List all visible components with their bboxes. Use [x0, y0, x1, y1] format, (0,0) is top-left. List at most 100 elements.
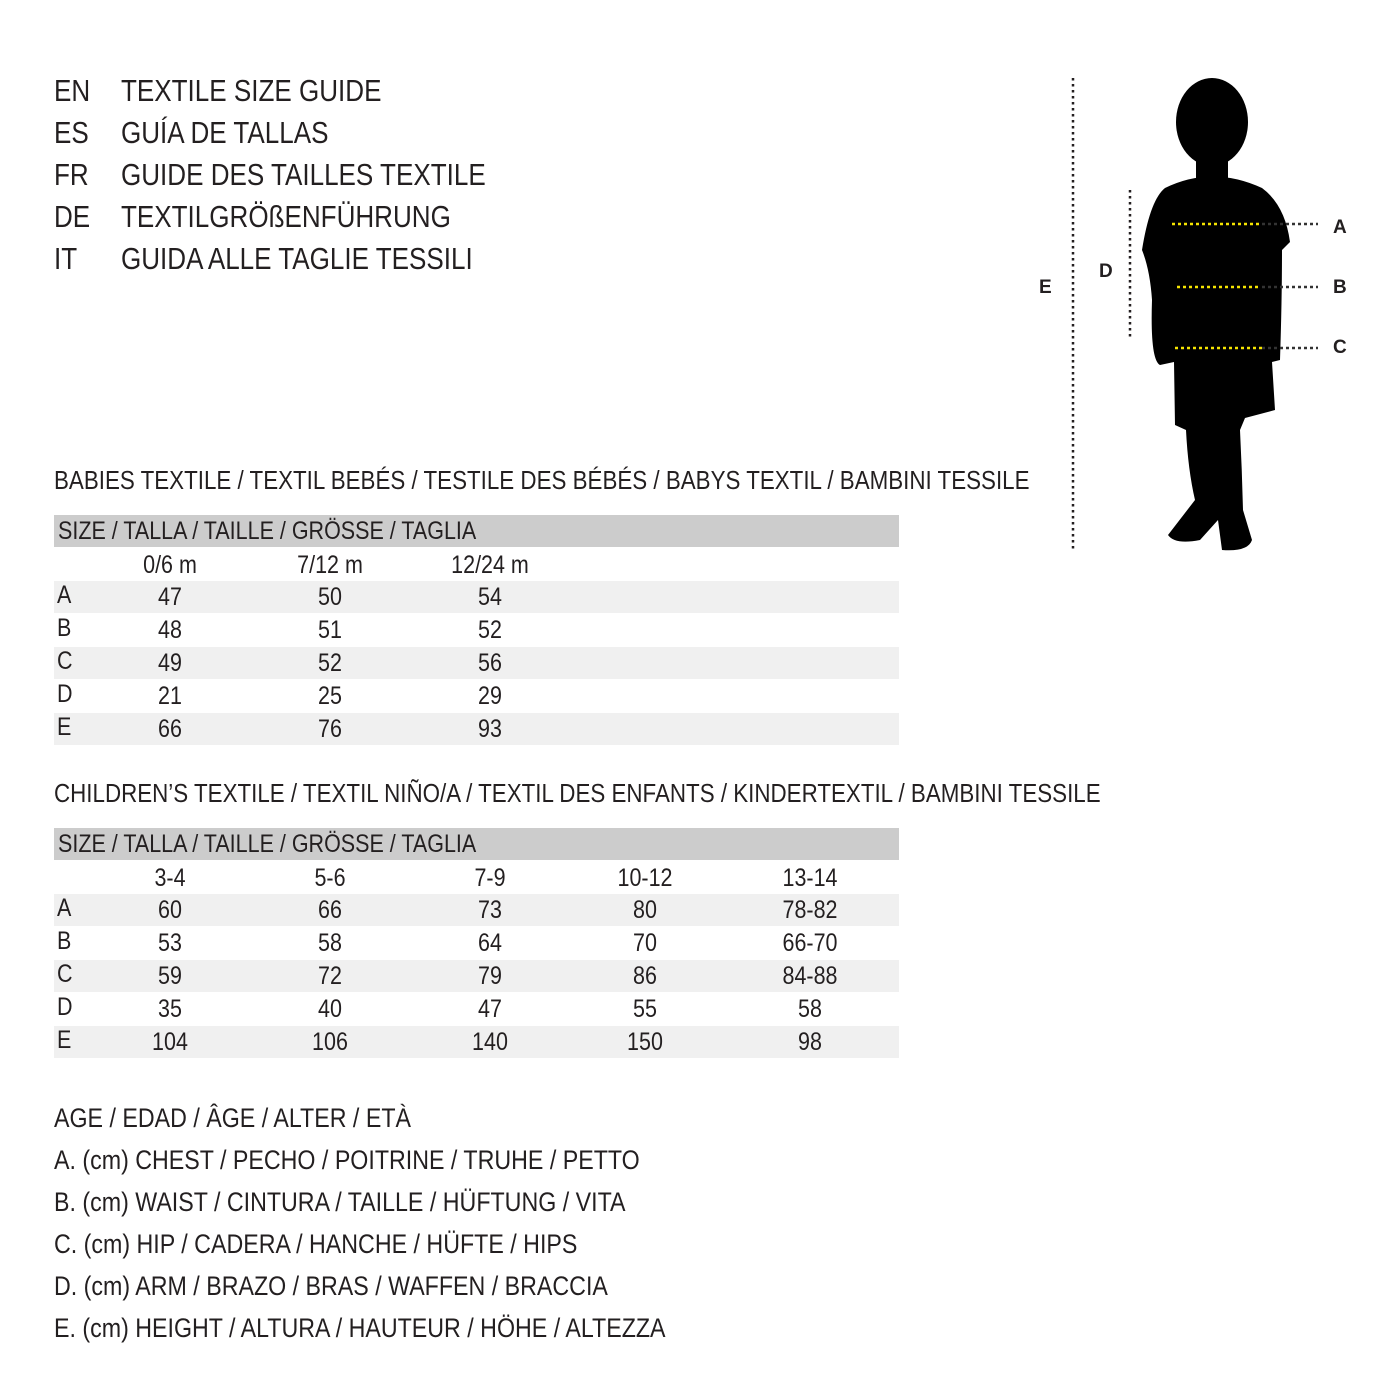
guide-title: GUIDE DES TAILLES TEXTILE	[121, 157, 486, 192]
legend-item: A. (cm) CHEST / PECHO / POITRINE / TRUHE…	[54, 1145, 640, 1175]
table-row: D 35 40 47 55 58	[54, 993, 899, 1025]
table-cell: 150	[627, 1028, 663, 1056]
table-cell: 55	[633, 995, 657, 1023]
table-row: B 48 51 52	[54, 614, 899, 646]
guide-title: TEXTILE SIZE GUIDE	[121, 73, 382, 108]
row-label: E	[57, 1026, 72, 1054]
row-label: B	[57, 927, 72, 955]
label-d: D	[1099, 261, 1113, 282]
table-row: C 49 52 56	[54, 647, 899, 679]
row-label: C	[57, 960, 73, 988]
table-cell: 66	[158, 715, 182, 743]
label-c: C	[1333, 337, 1347, 358]
label-e: E	[1039, 277, 1052, 298]
table-row: D 21 25 29	[54, 680, 899, 712]
row-label: A	[57, 581, 72, 609]
guide-title: GUIDA ALLE TAGLIE TESSILI	[121, 241, 473, 276]
row-label: B	[57, 614, 72, 642]
table-cell: 76	[318, 715, 342, 743]
column-header: 10-12	[617, 864, 673, 892]
row-label: A	[57, 894, 72, 922]
column-header: 7-9	[474, 864, 506, 892]
table-cell: 78-82	[782, 896, 838, 924]
table-cell: 47	[478, 995, 502, 1023]
column-header: 13-14	[782, 864, 838, 892]
table-cell: 58	[318, 929, 342, 957]
size-header-label: SIZE / TALLA / TAILLE / GRÖSSE / TAGLIA	[58, 517, 477, 545]
table-cell: 53	[158, 929, 182, 957]
column-header-row: 3-4 5-6 7-9 10-12 13-14	[54, 862, 899, 894]
table-cell: 51	[318, 616, 342, 644]
table-cell: 58	[798, 995, 822, 1023]
children-title: CHILDREN’S TEXTILE / TEXTIL NIÑO/A / TEX…	[54, 778, 1101, 808]
row-label: E	[57, 713, 72, 741]
table-cell: 79	[478, 962, 502, 990]
table-cell: 60	[158, 896, 182, 924]
table-cell: 40	[318, 995, 342, 1023]
table-cell: 21	[158, 682, 182, 710]
table-cell: 54	[478, 583, 502, 611]
language-code: FR	[54, 157, 89, 192]
table-cell: 140	[472, 1028, 508, 1056]
legend-item: C. (cm) HIP / CADERA / HANCHE / HÜFTE / …	[54, 1229, 578, 1259]
table-cell: 29	[478, 682, 502, 710]
table-cell: 66-70	[782, 929, 838, 957]
legend-item: E. (cm) HEIGHT / ALTURA / HAUTEUR / HÖHE…	[54, 1313, 666, 1343]
row-label: D	[57, 680, 73, 708]
table-cell: 80	[633, 896, 657, 924]
table-row: E 104 106 140 150 98	[54, 1026, 899, 1058]
table-cell: 106	[312, 1028, 348, 1056]
table-cell: 52	[478, 616, 502, 644]
row-label: C	[57, 647, 73, 675]
table-cell: 50	[318, 583, 342, 611]
column-header: 7/12 m	[297, 551, 363, 579]
language-code: IT	[54, 241, 78, 276]
children-size-header: SIZE / TALLA / TAILLE / GRÖSSE / TAGLIA	[54, 828, 899, 860]
table-cell: 93	[478, 715, 502, 743]
size-header-label: SIZE / TALLA / TAILLE / GRÖSSE / TAGLIA	[58, 830, 477, 858]
language-code: EN	[54, 73, 91, 108]
table-cell: 56	[478, 649, 502, 677]
column-header: 3-4	[154, 864, 186, 892]
table-cell: 35	[158, 995, 182, 1023]
table-row: E 66 76 93	[54, 713, 899, 745]
label-a: A	[1333, 217, 1347, 238]
table-row: B 53 58 64 70 66-70	[54, 927, 899, 959]
table-cell: 86	[633, 962, 657, 990]
language-code: ES	[54, 115, 89, 150]
babies-size-header: SIZE / TALLA / TAILLE / GRÖSSE / TAGLIA	[54, 515, 899, 547]
table-cell: 47	[158, 583, 182, 611]
legend-item: AGE / EDAD / ÂGE / ALTER / ETÀ	[54, 1103, 412, 1133]
column-header: 12/24 m	[451, 551, 529, 579]
table-cell: 84-88	[782, 962, 838, 990]
table-cell: 52	[318, 649, 342, 677]
table-cell: 104	[152, 1028, 188, 1056]
column-header: 5-6	[314, 864, 346, 892]
table-row: A 60 66 73 80 78-82	[54, 894, 899, 926]
table-cell: 66	[318, 896, 342, 924]
table-cell: 25	[318, 682, 342, 710]
legend-item: D. (cm) ARM / BRAZO / BRAS / WAFFEN / BR…	[54, 1271, 608, 1301]
measure-lines	[1172, 222, 1318, 350]
table-cell: 72	[318, 962, 342, 990]
column-header: 0/6 m	[143, 551, 197, 579]
table-cell: 70	[633, 929, 657, 957]
child-measurement-diagram: A B C D E	[1039, 78, 1347, 552]
table-cell: 49	[158, 649, 182, 677]
table-cell: 48	[158, 616, 182, 644]
child-silhouette	[1142, 78, 1290, 551]
table-row: A 47 50 54	[54, 581, 899, 613]
table-cell: 73	[478, 896, 502, 924]
column-header-row: 0/6 m 7/12 m 12/24 m	[54, 549, 899, 581]
table-cell: 64	[478, 929, 502, 957]
row-label: D	[57, 993, 73, 1021]
table-row: C 59 72 79 86 84-88	[54, 960, 899, 992]
label-b: B	[1333, 277, 1347, 298]
babies-title: BABIES TEXTILE / TEXTIL BEBÉS / TESTILE …	[54, 465, 1030, 495]
table-cell: 98	[798, 1028, 822, 1056]
legend-item: B. (cm) WAIST / CINTURA / TAILLE / HÜFTU…	[54, 1187, 626, 1217]
language-code: DE	[54, 199, 91, 234]
guide-title: GUÍA DE TALLAS	[121, 115, 329, 150]
table-cell: 59	[158, 962, 182, 990]
guide-title: TEXTILGRÖßENFÜHRUNG	[121, 199, 451, 234]
